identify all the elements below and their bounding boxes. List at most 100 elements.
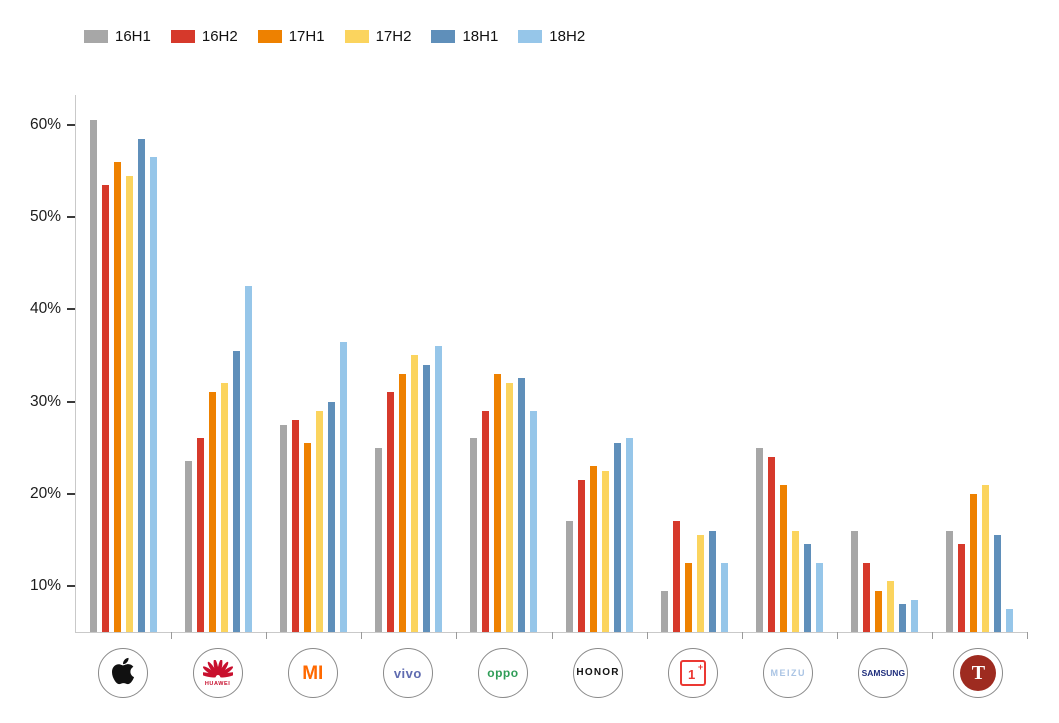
bar-huawei-17H2 (221, 383, 229, 632)
y-axis-label: 20% (29, 484, 61, 502)
bar-vivo-17H2 (411, 355, 419, 632)
meizu-wordmark: MEIZU (770, 667, 806, 678)
huawei-wordmark: HUAWEI (204, 680, 231, 687)
legend-item-17H2: 17H2 (344, 28, 412, 45)
bar-oneplus-18H2 (720, 562, 728, 632)
bar-huawei-18H2 (245, 286, 253, 632)
bar-samsung-16H2 (862, 562, 870, 632)
legend-swatch-18H2 (518, 30, 543, 43)
x-axis-tick (741, 632, 743, 639)
bar-honor-16H2 (577, 479, 585, 632)
legend-label: 16H1 (115, 28, 151, 45)
bar-meizu-17H1 (779, 484, 787, 632)
bar-smartisan-17H1 (969, 493, 977, 632)
bar-mi-17H1 (304, 443, 312, 632)
bar-meizu-16H1 (755, 447, 763, 632)
brand-logo-huawei: HUAWEI (192, 648, 243, 698)
bar-apple-18H1 (138, 138, 146, 632)
apple-logo-icon (110, 656, 136, 691)
oneplus-plus: + (697, 662, 704, 672)
y-axis-tick (67, 584, 75, 587)
brand-logo-apple (97, 648, 148, 698)
bar-huawei-17H1 (209, 392, 217, 632)
x-axis-tick (646, 632, 648, 639)
bar-vivo-17H1 (399, 373, 407, 632)
bar-smartisan-18H2 (1005, 608, 1013, 632)
y-axis-label: 40% (29, 300, 61, 318)
bar-apple-16H2 (102, 184, 110, 632)
legend-swatch-17H1 (257, 30, 282, 43)
bar-samsung-18H1 (898, 604, 906, 632)
bar-smartisan-18H1 (993, 535, 1001, 632)
x-axis-tick (836, 632, 838, 639)
honor-wordmark: HONOR (576, 667, 620, 678)
bar-oppo-17H2 (506, 383, 514, 632)
bar-samsung-17H1 (874, 590, 882, 632)
bar-oneplus-17H1 (684, 562, 692, 632)
x-axis-tick (171, 632, 173, 639)
brand-logo-oneplus: 1 + (668, 648, 719, 698)
bar-meizu-18H2 (815, 562, 823, 632)
bar-smartisan-16H2 (957, 544, 965, 632)
x-axis-tick (361, 632, 363, 639)
bar-meizu-18H1 (803, 544, 811, 632)
bar-huawei-16H1 (185, 461, 193, 632)
y-axis-tick (67, 216, 75, 219)
bar-vivo-18H2 (435, 346, 443, 632)
legend-item-17H1: 17H1 (257, 29, 325, 44)
chart-plot-area: 10% 20% 30% 40% 50% 60% (30, 95, 1028, 639)
legend-swatch-17H2 (344, 30, 369, 43)
y-axis-tick (67, 400, 75, 403)
bar-apple-17H1 (114, 161, 122, 632)
y-axis-label: 30% (29, 392, 61, 410)
legend-label: 17H2 (375, 28, 412, 45)
bar-samsung-17H2 (886, 581, 894, 632)
x-axis-tick (931, 632, 933, 639)
y-axis-label: 60% (29, 115, 61, 133)
oneplus-one: 1 (688, 666, 696, 682)
oppo-wordmark: oppo (487, 666, 519, 680)
bar-oneplus-16H1 (660, 590, 668, 632)
bar-mi-17H2 (316, 410, 324, 632)
bar-mi-16H1 (280, 424, 288, 632)
legend-label: 18H1 (462, 28, 499, 45)
chart-legend: 16H1 16H2 17H1 17H2 18H1 18H2 (84, 29, 585, 44)
bar-oneplus-17H2 (696, 535, 704, 632)
legend-item-18H1: 18H1 (431, 29, 498, 44)
brand-logo-xiaomi: MI (287, 648, 338, 698)
brand-logo-vivo: vivo (382, 648, 433, 698)
bar-meizu-16H2 (767, 456, 775, 632)
bar-mi-18H1 (328, 401, 336, 632)
bar-huawei-18H1 (233, 350, 241, 632)
legend-label: 16H2 (201, 28, 238, 45)
brand-logo-honor: HONOR (573, 648, 624, 698)
vivo-wordmark: vivo (393, 665, 422, 681)
bar-honor-17H2 (601, 470, 609, 632)
bar-honor-17H1 (589, 466, 597, 632)
bar-mi-16H2 (292, 419, 300, 632)
bar-oppo-16H1 (470, 438, 478, 632)
bar-vivo-16H1 (375, 447, 383, 632)
x-axis-tick (456, 632, 458, 639)
smartisan-hammer-icon: T (960, 655, 997, 691)
bar-vivo-16H2 (387, 392, 395, 632)
x-axis-tick (266, 632, 268, 639)
brand-logo-smartisan: T (953, 648, 1004, 698)
bar-oppo-18H2 (530, 410, 538, 632)
legend-item-18H2: 18H2 (518, 29, 585, 44)
samsung-wordmark: SAMSUNG (861, 667, 906, 678)
y-axis-tick (67, 123, 75, 126)
y-axis-tick (67, 308, 75, 311)
legend-swatch-16H1 (84, 30, 108, 43)
bar-smartisan-16H1 (945, 530, 953, 632)
bar-samsung-16H1 (850, 530, 858, 632)
bar-honor-18H1 (613, 443, 621, 632)
huawei-petals-icon: HUAWEI (202, 659, 233, 687)
legend-label: 18H2 (549, 28, 586, 45)
bar-vivo-18H1 (423, 364, 431, 632)
bar-oppo-18H1 (518, 378, 526, 632)
bar-honor-16H1 (565, 521, 573, 632)
bar-honor-18H2 (625, 438, 633, 632)
smartisan-t: T (971, 661, 986, 684)
